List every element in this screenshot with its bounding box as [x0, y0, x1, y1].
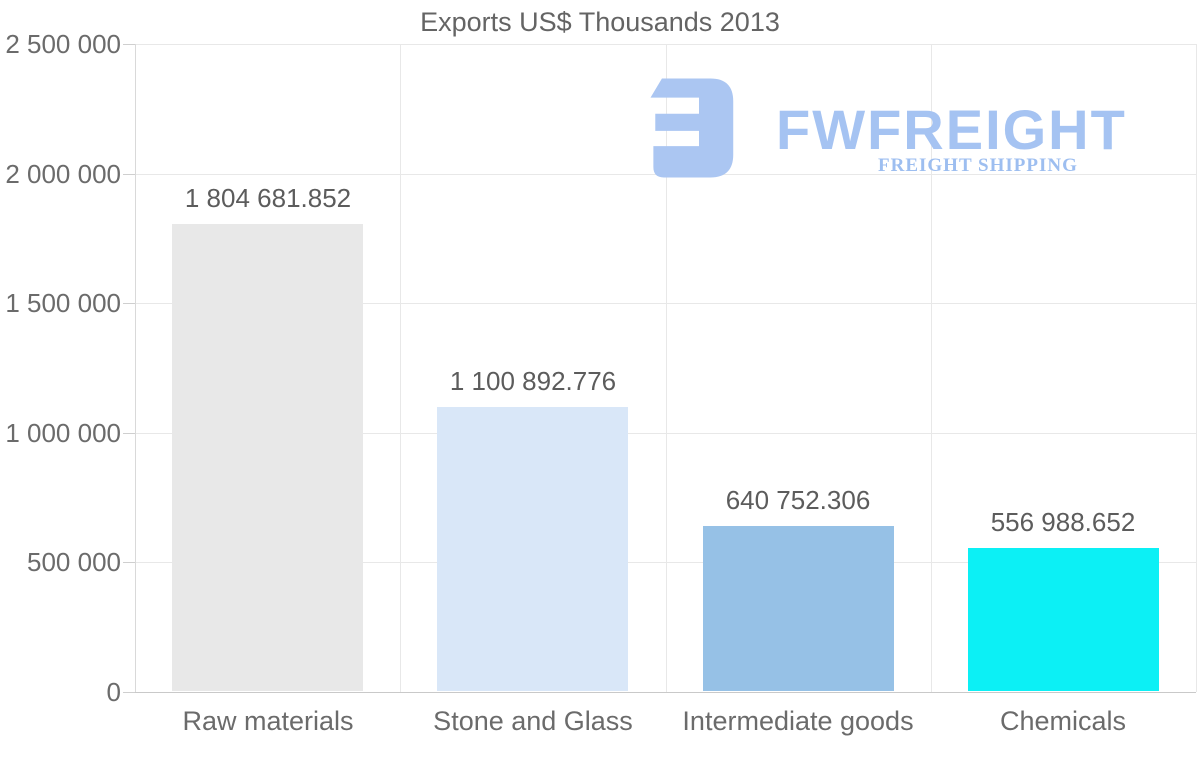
y-axis-tick [123, 692, 135, 693]
x-axis-category-label: Chemicals [999, 706, 1127, 736]
y-axis-tick-label: 0 [106, 677, 121, 707]
chart-title: Exports US$ Thousands 2013 [420, 7, 780, 37]
bar-value-label: 1 100 892.776 [449, 366, 617, 396]
y-axis-line [135, 44, 136, 692]
gridline-horizontal [135, 303, 1196, 304]
bar-value-label: 640 752.306 [725, 485, 871, 515]
y-axis-tick-label: 2 000 000 [5, 159, 121, 189]
x-axis-category-label: Stone and Glass [433, 706, 633, 736]
y-axis-tick-label: 500 000 [27, 547, 121, 577]
gridline-horizontal [135, 433, 1196, 434]
bar-chemicals[interactable] [968, 548, 1159, 691]
x-axis-category-label: Intermediate goods [682, 706, 914, 736]
bar-intermediate-goods[interactable] [703, 526, 894, 691]
y-axis-tick-label: 2 500 000 [5, 29, 121, 59]
gridline-horizontal [135, 562, 1196, 563]
bar-stone-and-glass[interactable] [437, 407, 628, 691]
bar-raw-materials[interactable] [172, 224, 363, 691]
bar-value-label: 1 804 681.852 [184, 183, 352, 213]
gridline-horizontal [135, 44, 1196, 45]
y-axis-tick-label: 1 000 000 [5, 418, 121, 448]
x-axis-category-label: Raw materials [182, 706, 354, 736]
gridline-vertical [400, 44, 401, 692]
y-axis-tick [123, 433, 135, 434]
gridline-vertical [1196, 44, 1197, 692]
y-axis-tick [123, 44, 135, 45]
y-axis-tick [123, 303, 135, 304]
bar-value-label: 556 988.652 [990, 507, 1136, 537]
y-axis-tick-label: 1 500 000 [5, 288, 121, 318]
gridline-horizontal [135, 692, 1196, 693]
y-axis-tick [123, 562, 135, 563]
y-axis-tick [123, 174, 135, 175]
gridline-vertical [666, 44, 667, 692]
gridline-vertical [931, 44, 932, 692]
